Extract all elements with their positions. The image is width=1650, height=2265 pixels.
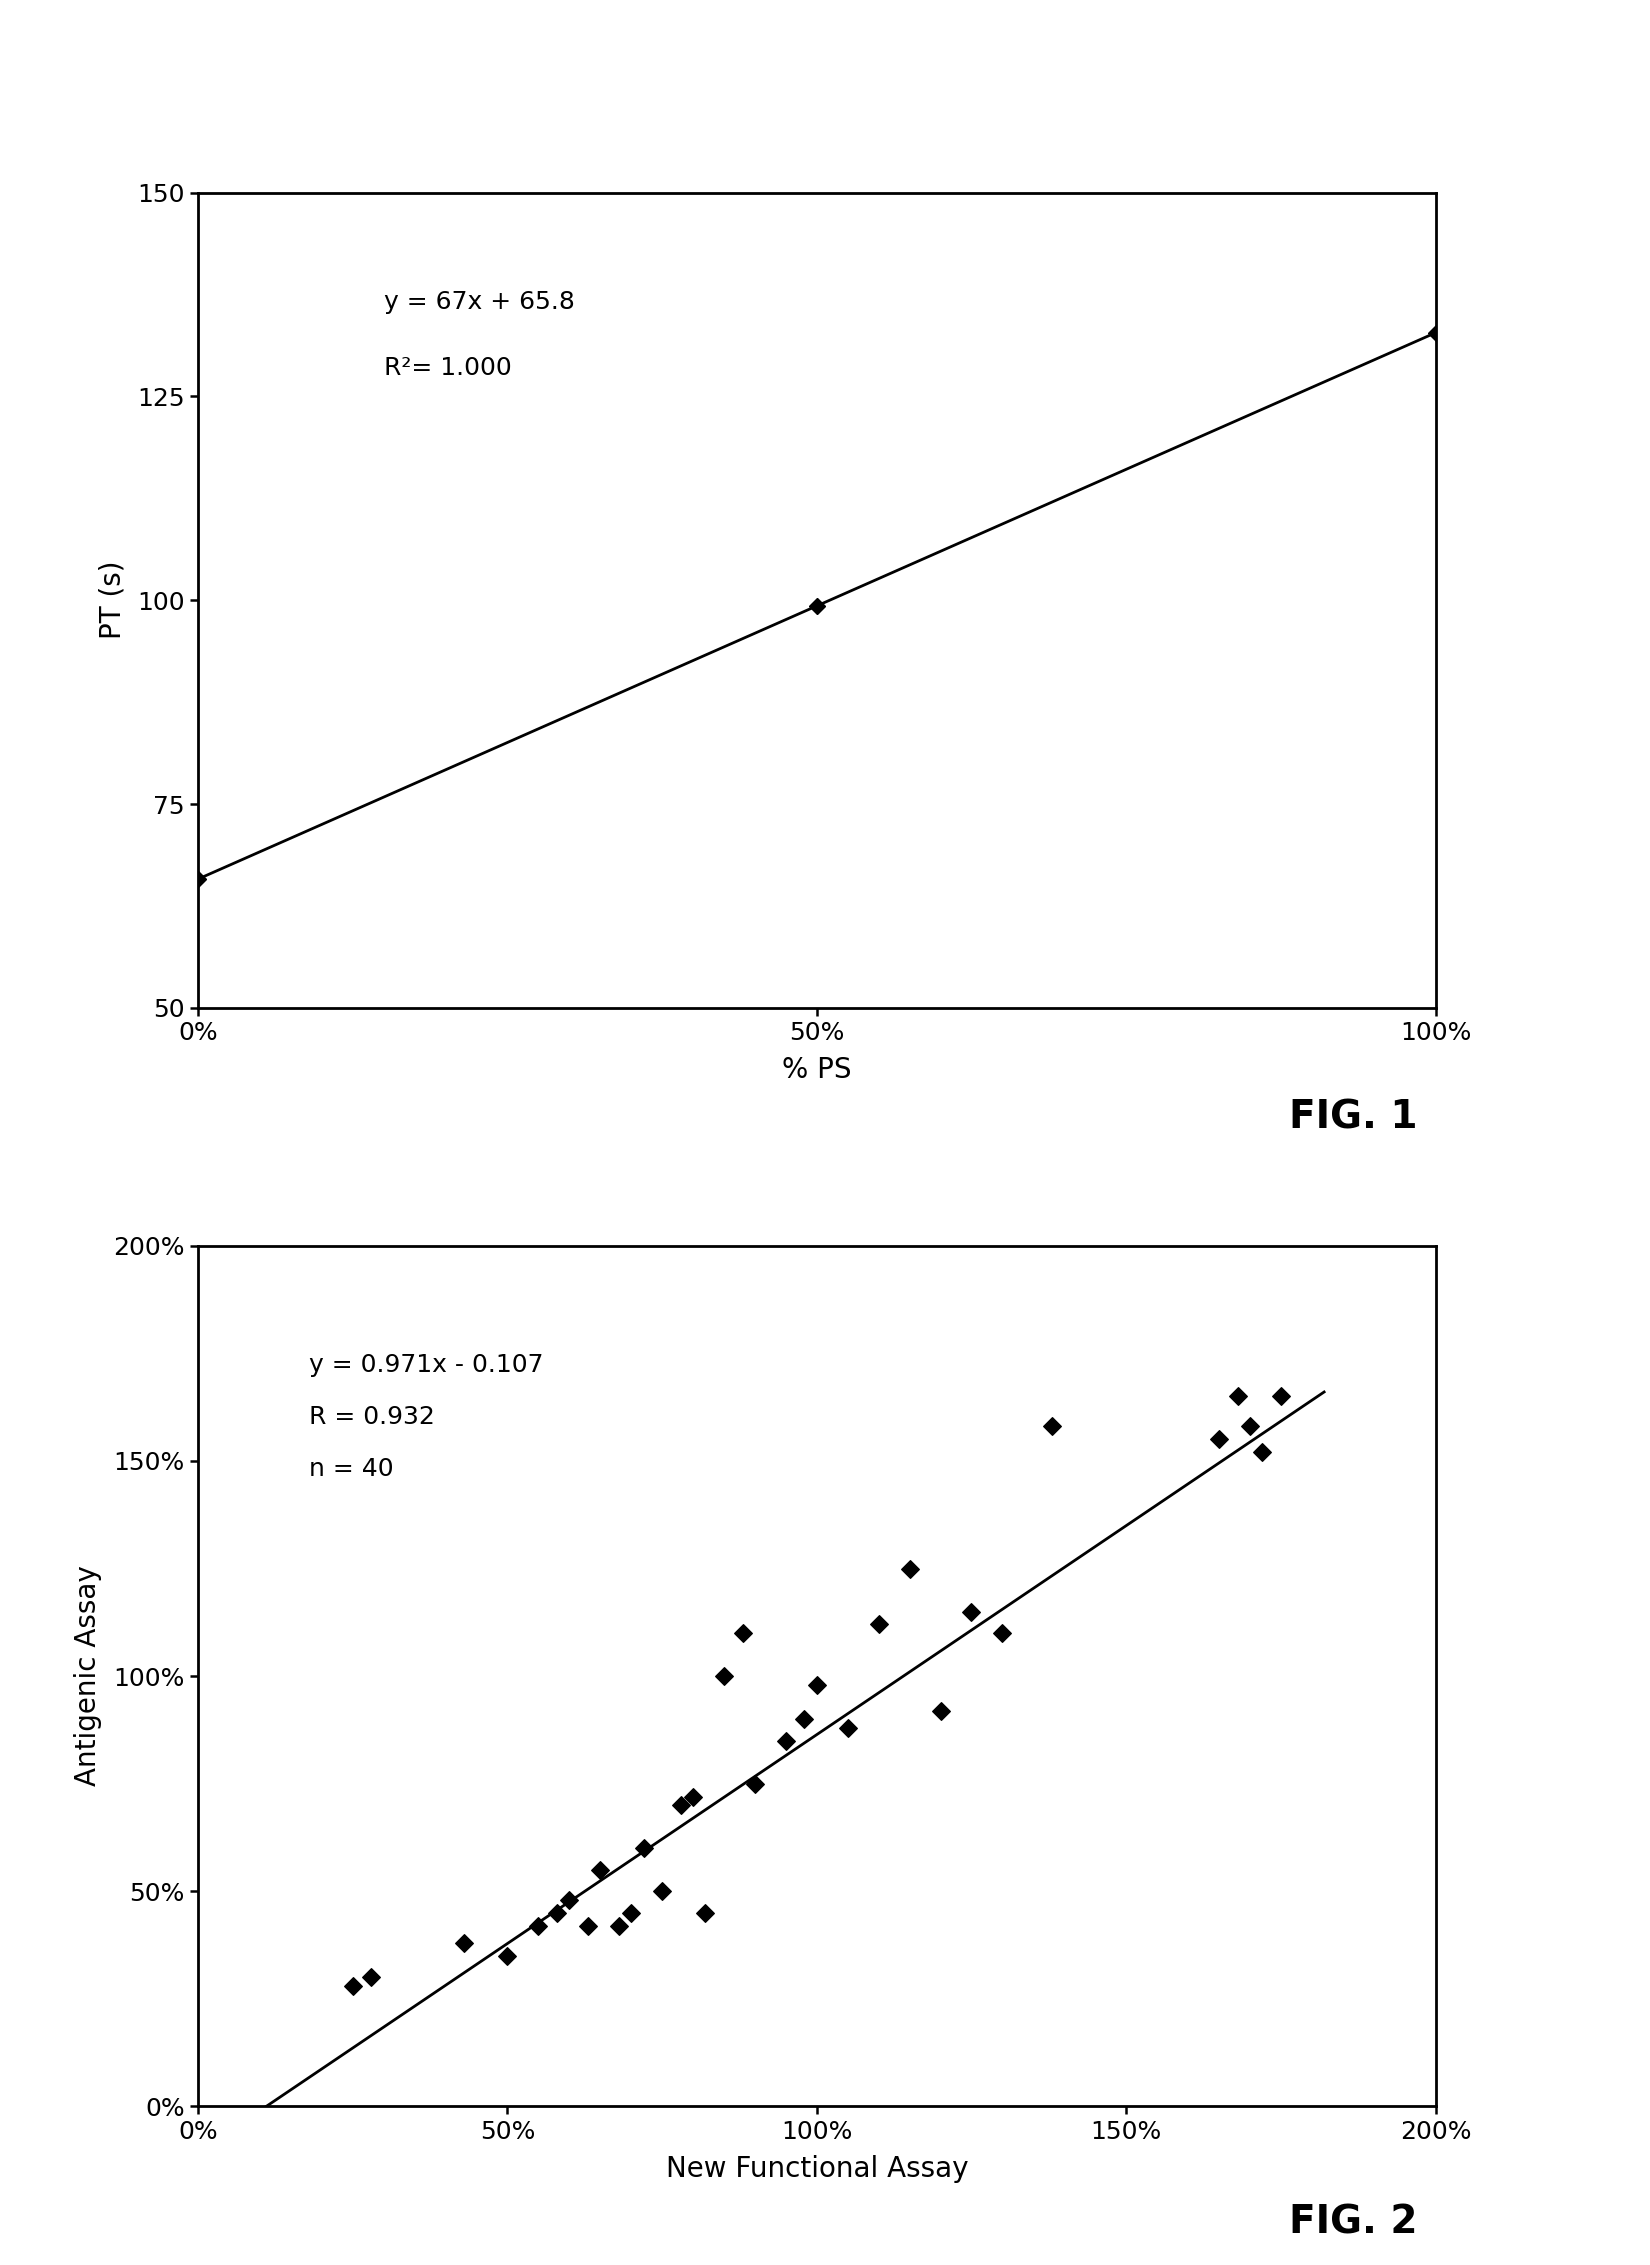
Point: [1249, 1434, 1275, 1470]
Point: [1040, 1409, 1066, 1445]
X-axis label: New Functional Assay: New Functional Assay: [665, 2154, 969, 2183]
Point: [927, 1692, 954, 1728]
Point: [587, 1853, 614, 1889]
Point: [742, 1767, 769, 1803]
Text: y = 67x + 65.8: y = 67x + 65.8: [383, 290, 574, 315]
Point: [896, 1549, 922, 1586]
Point: [617, 1894, 644, 1930]
Text: y = 0.971x - 0.107: y = 0.971x - 0.107: [310, 1352, 544, 1377]
Point: [495, 1937, 521, 1973]
Y-axis label: PT (s): PT (s): [97, 562, 125, 639]
Point: [693, 1894, 719, 1930]
Point: [835, 1710, 861, 1746]
Point: [630, 1830, 657, 1866]
Point: [574, 1907, 601, 1943]
Point: [865, 1606, 891, 1642]
Point: [959, 1595, 985, 1631]
Y-axis label: Antigenic Assay: Antigenic Assay: [74, 1565, 102, 1787]
Point: [990, 1615, 1016, 1651]
Text: R²= 1.000: R²= 1.000: [383, 356, 512, 381]
Text: n = 40: n = 40: [310, 1456, 394, 1481]
Point: [648, 1873, 675, 1909]
Point: [792, 1701, 818, 1737]
Text: R = 0.932: R = 0.932: [310, 1404, 436, 1429]
Point: [1224, 1377, 1251, 1413]
Text: FIG. 1: FIG. 1: [1289, 1099, 1417, 1137]
Point: [711, 1658, 738, 1694]
Point: [450, 1925, 477, 1961]
Point: [358, 1959, 384, 1995]
Point: [1206, 1422, 1233, 1459]
Point: [525, 1907, 551, 1943]
Point: [772, 1721, 799, 1758]
X-axis label: % PS: % PS: [782, 1055, 851, 1085]
Point: [1238, 1409, 1264, 1445]
Point: [804, 1667, 830, 1703]
Point: [667, 1787, 693, 1823]
Text: FIG. 2: FIG. 2: [1289, 2204, 1417, 2242]
Point: [729, 1615, 756, 1651]
Point: [556, 1882, 582, 1918]
Point: [1267, 1377, 1294, 1413]
Point: [680, 1778, 706, 1814]
Point: [606, 1907, 632, 1943]
Point: [544, 1894, 571, 1930]
Point: [340, 1968, 366, 2005]
